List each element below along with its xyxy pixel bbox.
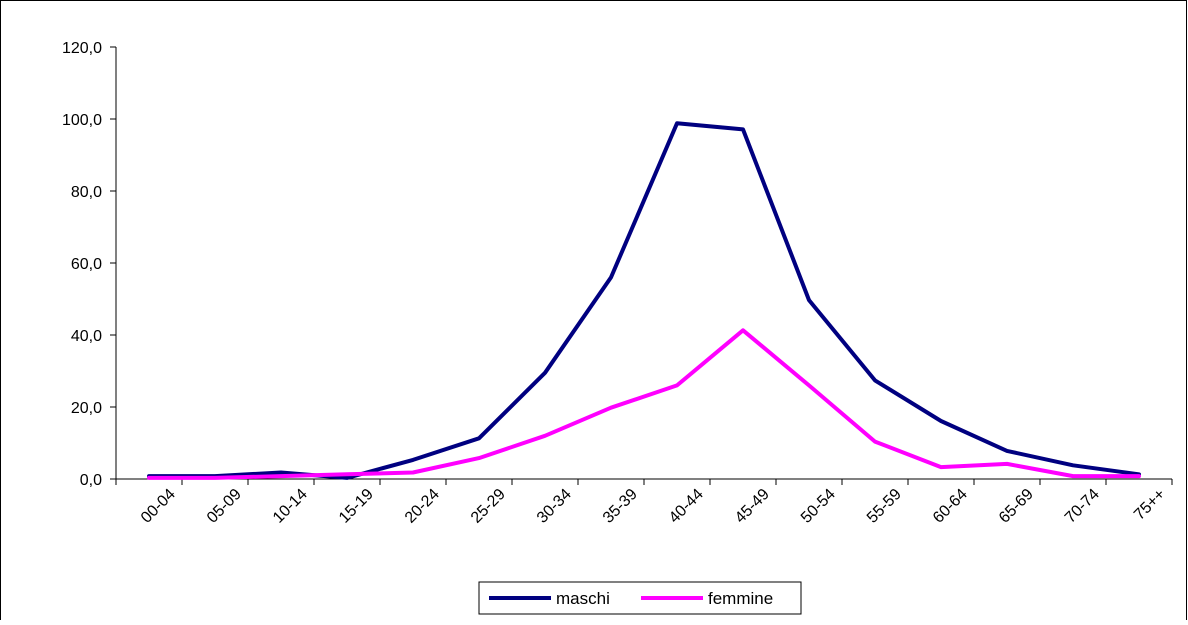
y-tick-label: 20,0 <box>71 400 102 417</box>
y-tick-label: 40,0 <box>71 328 102 345</box>
y-axis-ticks: 0,0 20,0 40,0 60,0 80,0 100,0 120,0 <box>62 40 116 489</box>
series-lines <box>147 121 1141 480</box>
y-tick-label: 60,0 <box>71 256 102 273</box>
legend: maschi femmine <box>478 581 802 615</box>
series-line-femmine <box>147 328 1141 480</box>
y-tick-label: 0,0 <box>80 472 102 489</box>
y-tick-label: 80,0 <box>71 184 102 201</box>
y-tick-label: 100,0 <box>62 112 102 129</box>
legend-label-maschi: maschi <box>556 589 610 608</box>
legend-label-femmine: femmine <box>708 589 773 608</box>
y-tick-label: 120,0 <box>62 40 102 57</box>
